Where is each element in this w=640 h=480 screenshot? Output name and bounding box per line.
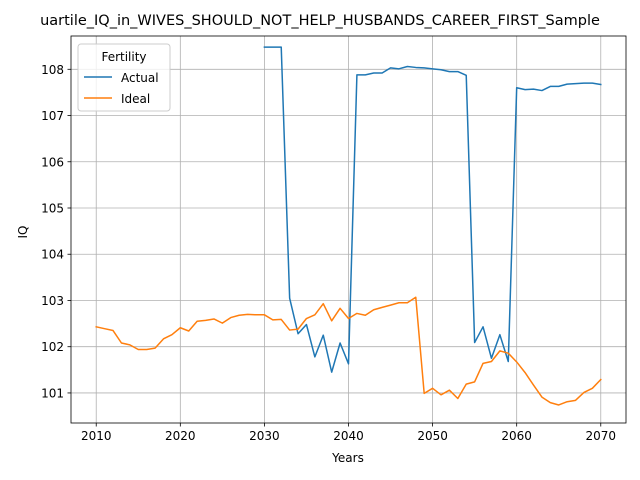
x-tick-label: 2040: [333, 429, 364, 443]
y-axis: 101 102 103 104 105 106 107 108: [41, 63, 71, 400]
y-tick-label: 103: [41, 294, 64, 308]
y-tick-label: 101: [41, 386, 64, 400]
y-tick-label: 102: [41, 340, 64, 354]
series-line-ideal: [95, 296, 602, 406]
x-tick-label: 2050: [417, 429, 448, 443]
x-tick-label: 2030: [249, 429, 280, 443]
series-lines: [95, 46, 602, 406]
legend-title: Fertility: [101, 50, 146, 64]
series-line-actual: [263, 46, 602, 373]
legend-label-ideal: Ideal: [121, 92, 150, 106]
y-tick-label: 106: [41, 155, 64, 169]
legend: Fertility Actual Ideal: [77, 43, 171, 112]
x-tick-label: 2020: [165, 429, 196, 443]
y-axis-label: IQ: [16, 226, 30, 239]
y-tick-label: 104: [41, 248, 64, 262]
legend-box: [77, 43, 171, 112]
x-tick-label: 2010: [81, 429, 112, 443]
y-tick-label: 108: [41, 63, 64, 77]
x-tick-label: 2070: [585, 429, 616, 443]
y-tick-label: 107: [41, 109, 64, 123]
y-tick-label: 105: [41, 202, 64, 216]
x-axis: 2010 2020 2030 2040 2050 2060 2070: [81, 423, 616, 443]
x-tick-label: 2060: [501, 429, 532, 443]
x-axis-label: Years: [331, 451, 364, 465]
legend-label-actual: Actual: [121, 71, 159, 85]
chart-title: uartile_IQ_in_WIVES_SHOULD_NOT_HELP_HUSB…: [40, 13, 600, 29]
